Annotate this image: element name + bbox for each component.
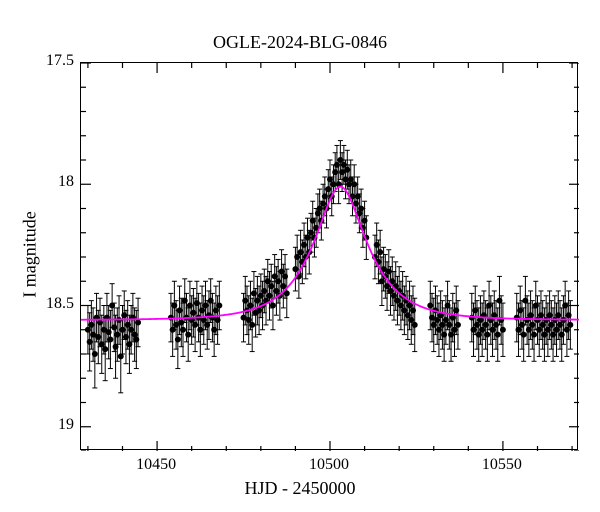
y-tick-label: 17.5 — [46, 52, 74, 70]
chart-title: OGLE-2024-BLG-0846 — [0, 32, 600, 53]
chart-container: OGLE-2024-BLG-0846 HJD - 2450000 I magni… — [0, 0, 600, 512]
model-curve — [81, 187, 579, 320]
plot-svg — [81, 63, 579, 451]
y-tick-label: 18.5 — [46, 295, 74, 313]
points-group — [85, 158, 572, 359]
y-tick-label: 18 — [58, 173, 74, 191]
x-tick-label: 10450 — [131, 456, 181, 474]
x-axis-label: HJD - 2450000 — [0, 478, 600, 499]
y-tick-label: 19 — [58, 416, 74, 434]
x-tick-label: 10500 — [304, 456, 354, 474]
y-axis-label: I magnitude — [20, 195, 41, 315]
plot-area — [80, 62, 578, 450]
x-tick-label: 10550 — [477, 456, 527, 474]
